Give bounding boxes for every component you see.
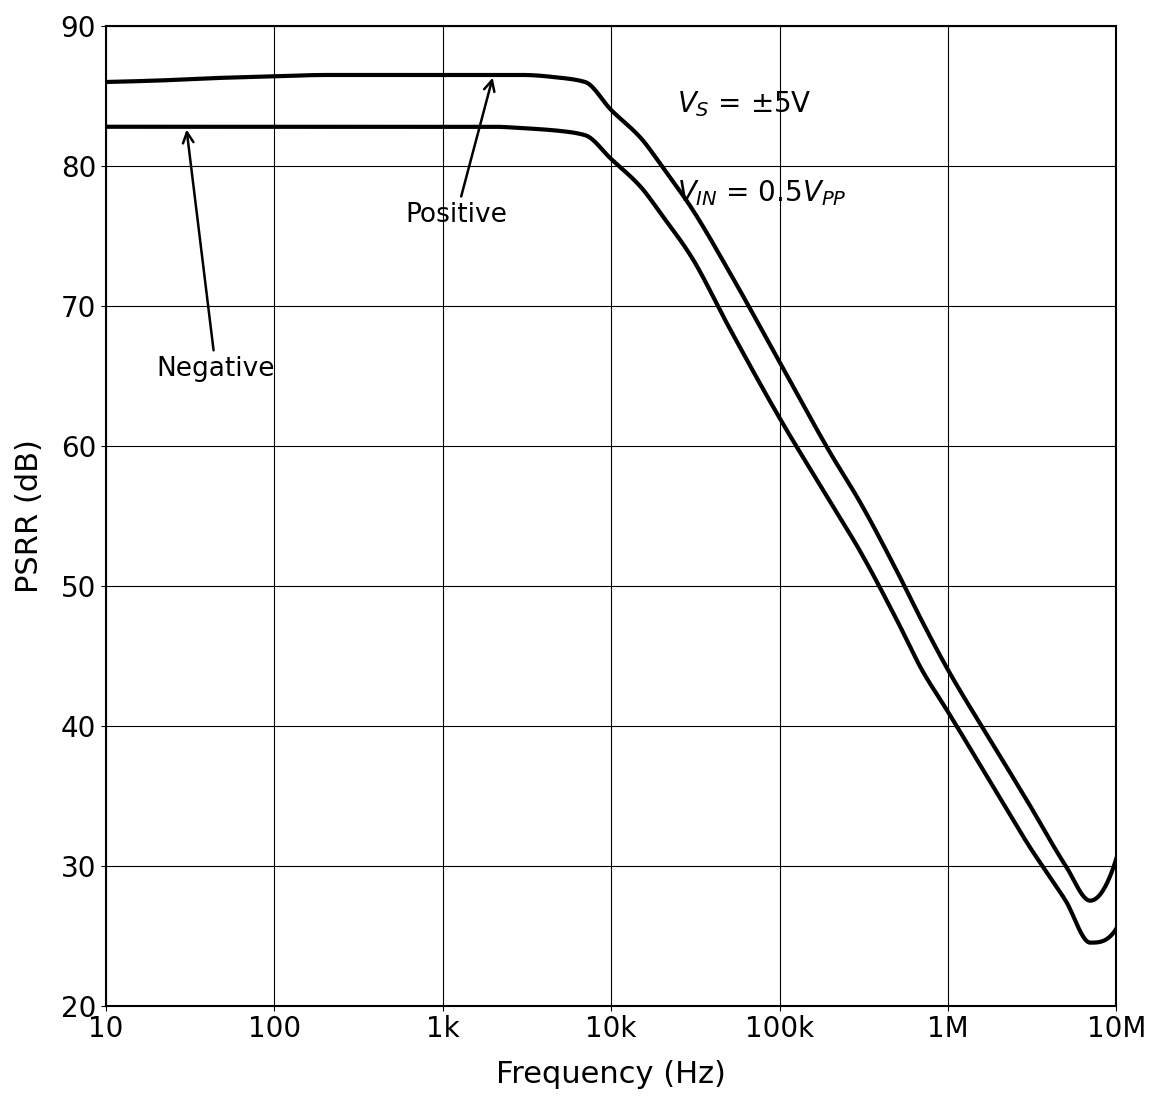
X-axis label: Frequency (Hz): Frequency (Hz) <box>496 1060 726 1089</box>
Text: Positive: Positive <box>405 81 507 227</box>
Text: $V_{IN}$ = 0.5$V_{PP}$: $V_{IN}$ = 0.5$V_{PP}$ <box>677 178 846 208</box>
Text: Negative: Negative <box>157 132 275 382</box>
Y-axis label: PSRR (dB): PSRR (dB) <box>15 439 44 593</box>
Text: $V_S$ = ±5V: $V_S$ = ±5V <box>677 89 812 119</box>
